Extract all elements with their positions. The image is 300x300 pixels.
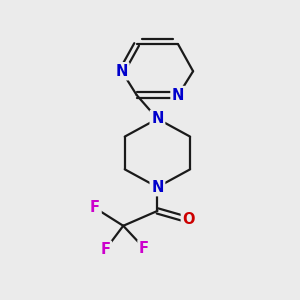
Text: N: N bbox=[151, 111, 164, 126]
Text: F: F bbox=[139, 241, 149, 256]
Text: N: N bbox=[172, 88, 184, 103]
Text: N: N bbox=[116, 64, 128, 79]
Text: F: F bbox=[100, 242, 110, 257]
Text: O: O bbox=[182, 212, 195, 227]
Text: F: F bbox=[90, 200, 100, 215]
Text: N: N bbox=[151, 180, 164, 195]
